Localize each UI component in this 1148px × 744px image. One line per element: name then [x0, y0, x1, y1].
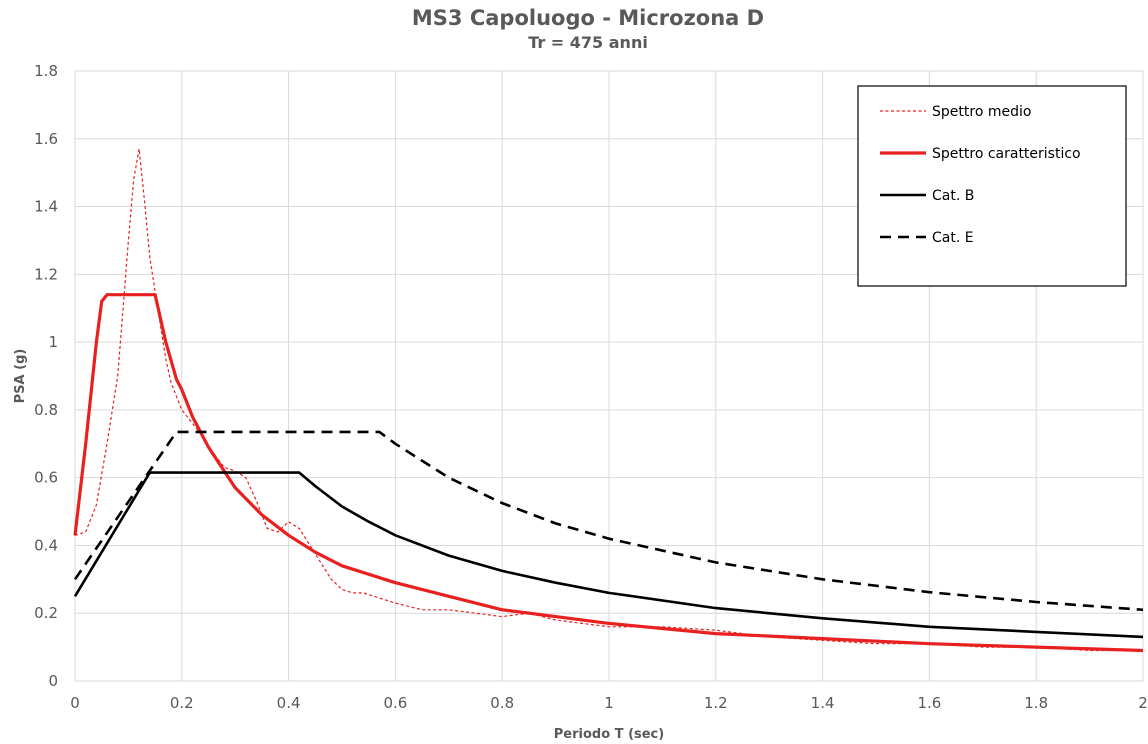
x-tick-label: 0	[70, 694, 80, 712]
y-tick-label: 0.8	[34, 401, 58, 419]
y-tick-label: 1.8	[34, 62, 58, 80]
x-tick-label: 1.2	[704, 694, 728, 712]
y-tick-label: 1.4	[34, 198, 58, 216]
x-tick-label: 1.6	[917, 694, 941, 712]
x-axis-label: Periodo T (sec)	[554, 727, 664, 742]
series-line-0	[74, 148, 1143, 652]
y-tick-label: 0	[48, 672, 58, 690]
y-tick-label: 0.6	[34, 469, 58, 487]
series-line-3	[73, 430, 1144, 612]
series-line-2	[73, 471, 1144, 639]
series-group	[73, 148, 1144, 653]
legend-label-0: Spettro medio	[932, 104, 1031, 120]
x-tick-label: 0.8	[490, 694, 514, 712]
series-line-1	[73, 293, 1144, 653]
y-tick-label: 0.4	[34, 536, 58, 554]
legend: Spettro medio Spettro caratteristico Cat. …	[857, 85, 1127, 287]
y-tick-label: 1.2	[34, 265, 58, 283]
legend-label-3: Cat. E	[932, 230, 974, 246]
chart-subtitle: Tr = 475 anni	[528, 33, 648, 52]
x-tick-label: 0.6	[383, 694, 407, 712]
x-tick-label: 0.2	[170, 694, 194, 712]
x-tick-label: 1.4	[811, 694, 835, 712]
x-axis-ticks: 0 0.2 0.4 0.6 0.8 1 1.2 1.4 1.6 1.8 2	[70, 694, 1148, 712]
x-tick-label: 0.4	[277, 694, 301, 712]
x-tick-label: 1.8	[1024, 694, 1048, 712]
y-tick-label: 1.6	[34, 130, 58, 148]
y-tick-label: 0.2	[34, 604, 58, 622]
plot-area	[74, 70, 1144, 682]
legend-label-2: Cat. B	[932, 188, 974, 204]
y-axis-ticks: 0 0.2 0.4 0.6 0.8 1 1.2 1.4 1.6 1.8	[34, 62, 58, 690]
legend-label-1: Spettro caratteristico	[932, 146, 1081, 162]
chart-title: MS3 Capoluogo - Microzona D	[412, 6, 764, 30]
y-axis-label: PSA (g)	[13, 349, 28, 404]
legend-box	[857, 85, 1127, 287]
y-tick-label: 1	[48, 333, 58, 351]
x-tick-label: 1	[604, 694, 614, 712]
x-tick-label: 2	[1138, 694, 1148, 712]
